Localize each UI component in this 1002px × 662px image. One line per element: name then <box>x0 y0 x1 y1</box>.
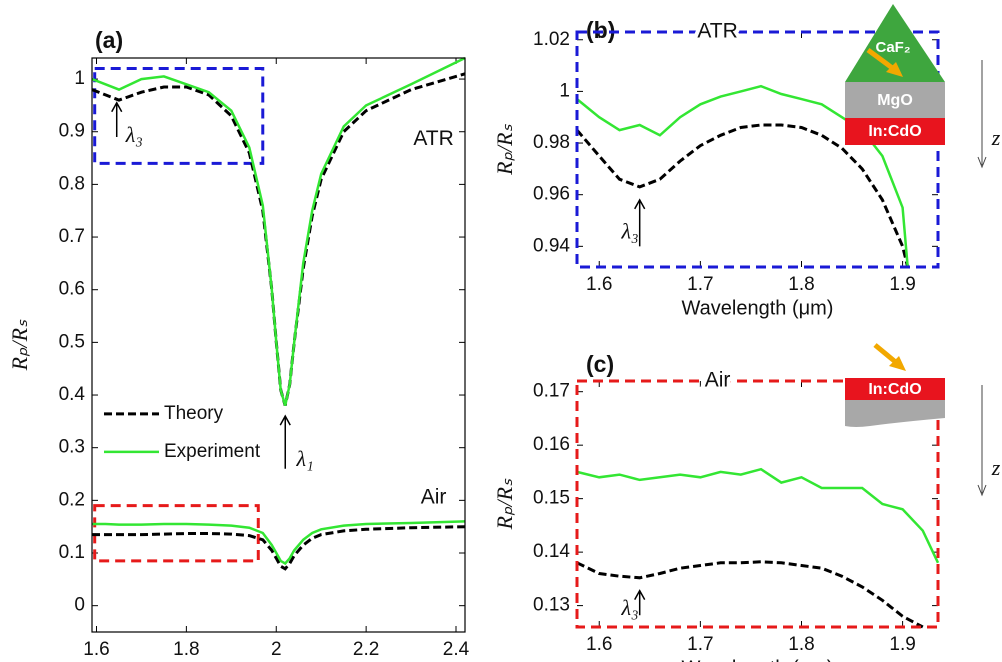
arrow-head <box>279 414 291 426</box>
inset-c: In:CdO z <box>845 343 1001 497</box>
series-line <box>92 520 466 566</box>
x-axis-label: Wavelength (μm) <box>682 657 834 662</box>
y-axis-label: Rₚ/Rₛ <box>492 478 517 530</box>
panel: (c) 1.6 1.7 1.8 1.9 0.13 0.14 0.15 0.16 0.17 Wavel… <box>492 351 940 662</box>
plot-frame <box>575 379 940 629</box>
cdo-layer <box>845 118 945 145</box>
x-tick-label: 1.8 <box>788 634 814 655</box>
y-tick-label: 1 <box>559 80 570 101</box>
series-line <box>576 467 940 564</box>
x-tick-label: 2.4 <box>443 639 470 660</box>
y-tick-label: 1 <box>74 68 85 89</box>
z-label: z <box>991 125 1001 150</box>
panel-label: (a) <box>95 27 123 53</box>
x-tick-label: 1.6 <box>586 274 612 295</box>
y-tick-label: 0.94 <box>533 235 570 256</box>
y-tick-label: 0.4 <box>59 384 86 405</box>
y-tick-label: 0.15 <box>533 488 570 509</box>
x-tick-label: 1.8 <box>788 274 814 295</box>
z-label: z <box>991 455 1001 480</box>
arrow-head <box>634 589 646 600</box>
x-tick-label: 1.6 <box>586 634 612 655</box>
y-tick-label: 0.8 <box>59 173 85 194</box>
y-tick-label: 0.6 <box>59 279 85 300</box>
y-tick-label: 0.7 <box>59 226 85 247</box>
series-line <box>91 56 466 406</box>
y-tick-label: 0.96 <box>533 184 570 205</box>
annotation: λ₁ <box>295 446 313 471</box>
mgo-layer <box>845 82 945 118</box>
light-arrow <box>866 47 897 73</box>
x-tick-label: 1.6 <box>83 639 109 660</box>
x-tick-label: 1.8 <box>173 639 199 660</box>
y-tick-label: 0.13 <box>533 595 570 616</box>
inset-label: CaF₂ <box>875 39 910 56</box>
arrow-head <box>111 101 123 113</box>
annotation: Air <box>705 369 731 392</box>
annotation: ATR <box>413 127 453 150</box>
annotation: λ₃ <box>125 122 143 147</box>
inset-label: MgO <box>877 92 913 109</box>
substrate <box>845 400 945 427</box>
panel-label: (c) <box>586 351 614 377</box>
zoom-box <box>93 504 260 563</box>
y-tick-label: 0.9 <box>59 121 85 142</box>
arrow-head <box>889 356 906 371</box>
y-tick-label: 0.5 <box>59 331 85 352</box>
inset-b: CaF₂ MgO In:CdO z <box>845 4 1001 169</box>
annotation: λ₃ <box>620 218 638 243</box>
x-tick-label: 1.7 <box>687 274 713 295</box>
y-tick-label: 0.1 <box>59 542 85 563</box>
y-tick-label: 0.2 <box>59 489 85 510</box>
y-axis-label: Rₚ/Rₛ <box>492 123 517 175</box>
series-line <box>575 123 910 268</box>
plot-frame <box>91 57 466 633</box>
y-tick-label: 0.17 <box>533 381 570 402</box>
y-axis-label: Rₚ/Rₛ <box>7 319 32 371</box>
annotation: Air <box>421 485 447 508</box>
cdo-layer <box>845 378 945 400</box>
y-tick-label: 1.02 <box>533 29 570 50</box>
x-axis-label: Wavelength (μm) <box>682 297 834 319</box>
y-tick-label: 0.16 <box>533 434 570 455</box>
x-tick-label: 1.7 <box>687 634 713 655</box>
x-tick-label: 1.9 <box>889 634 915 655</box>
y-tick-label: 0.3 <box>59 437 85 458</box>
y-tick-label: 0.14 <box>533 541 570 562</box>
x-tick-label: 1.9 <box>889 274 915 295</box>
y-tick-label: 0 <box>74 595 85 616</box>
x-tick-label: 2 <box>271 639 282 660</box>
arrow-head <box>886 62 903 77</box>
zoom-box <box>93 67 265 165</box>
z-head <box>977 484 987 497</box>
plots: (a) 1.6 1.8 2 2.2 2.4 0 0.1 0.2 0.3 0.4 0.5 0.6 0.7 0.… <box>7 16 940 662</box>
y-tick-label: 0.98 <box>533 132 570 153</box>
legend-label: Experiment <box>164 441 261 462</box>
series-line <box>92 525 466 571</box>
inset-label: In:CdO <box>868 123 921 140</box>
z-head <box>977 156 987 169</box>
arrow-head <box>634 198 646 210</box>
annotation: λ₃ <box>620 595 638 620</box>
inset-label: In:CdO <box>868 381 921 398</box>
prism <box>845 4 945 82</box>
plot-frame <box>575 30 940 269</box>
panel: (a) 1.6 1.8 2 2.2 2.4 0 0.1 0.2 0.3 0.4 0.5 0.6 0.7 0.… <box>7 27 470 660</box>
x-tick-label: 2.2 <box>353 639 379 660</box>
legend-label: Theory <box>164 403 224 424</box>
panel-label: (b) <box>586 17 615 43</box>
annotation: ATR <box>697 20 737 43</box>
series-line <box>576 560 924 629</box>
